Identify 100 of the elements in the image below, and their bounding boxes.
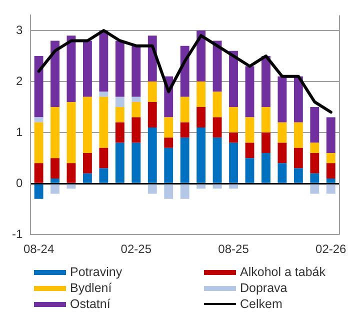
bar	[196, 82, 206, 108]
bar	[34, 122, 44, 164]
bar	[212, 184, 222, 189]
bar	[66, 102, 76, 164]
bar	[212, 138, 222, 183]
bar	[229, 142, 238, 183]
bar	[229, 107, 238, 133]
bar	[262, 56, 270, 108]
bar	[115, 107, 124, 122]
bar	[132, 96, 141, 102]
legend-label: Alkohol a tabák	[240, 265, 326, 279]
y-tick-label: 1	[16, 124, 23, 139]
bar	[148, 82, 157, 102]
bar	[196, 127, 206, 183]
bar	[180, 184, 190, 199]
bar	[50, 178, 60, 183]
bar	[212, 117, 222, 138]
bar	[99, 148, 108, 168]
bar	[148, 127, 157, 183]
bar	[278, 122, 287, 143]
bar	[132, 142, 141, 183]
bar	[115, 40, 124, 97]
bar	[132, 46, 141, 97]
legend-label: Potraviny	[70, 265, 122, 279]
bar	[262, 107, 270, 133]
y-tick-label: -1	[12, 226, 23, 241]
bar	[294, 148, 303, 168]
x-tick-label: 08-24	[23, 242, 54, 256]
bar	[326, 184, 336, 194]
bar	[196, 184, 206, 189]
bar	[326, 152, 336, 164]
bar	[310, 173, 320, 183]
x-tick-label: 02-26	[316, 242, 347, 256]
y-tick-label: 0	[16, 176, 23, 190]
bar	[164, 184, 174, 199]
bar	[115, 96, 124, 108]
bar	[245, 66, 254, 118]
bar	[294, 122, 303, 148]
x-tick-label: 08-25	[218, 242, 250, 256]
legend-label: Bydlení	[70, 281, 112, 295]
bar	[66, 163, 76, 183]
bar	[99, 96, 108, 148]
bar	[326, 178, 336, 183]
bar	[83, 152, 92, 174]
bar	[310, 142, 320, 153]
bar	[66, 36, 76, 102]
bar	[310, 107, 320, 143]
bar	[278, 142, 287, 164]
y-tick-label: 3	[16, 22, 23, 37]
bar	[50, 158, 60, 178]
bar	[229, 132, 238, 143]
bar	[229, 50, 238, 108]
legend-label: Ostatní	[70, 297, 110, 311]
bar	[278, 76, 287, 122]
bar	[212, 40, 222, 92]
bar	[50, 40, 60, 108]
bar	[83, 40, 92, 97]
bar	[132, 102, 141, 118]
bar	[245, 117, 254, 143]
bar	[34, 184, 44, 199]
legend-label: Doprava	[240, 281, 288, 295]
bar	[180, 96, 190, 122]
bar	[132, 117, 141, 143]
bar	[294, 76, 303, 122]
legend-label: Celkem	[240, 297, 282, 311]
bar	[148, 184, 157, 194]
bar	[99, 92, 108, 97]
bar	[34, 56, 44, 118]
bar	[196, 30, 206, 82]
bar	[310, 184, 320, 194]
bar	[262, 152, 270, 183]
bar	[245, 158, 254, 183]
bar	[196, 107, 206, 128]
bar	[115, 122, 124, 143]
bar	[180, 138, 190, 183]
bar	[148, 102, 157, 128]
bar	[50, 107, 60, 158]
bar	[34, 117, 44, 122]
bar	[245, 142, 254, 158]
bar	[83, 173, 92, 183]
bar	[229, 184, 238, 189]
bar	[99, 30, 108, 92]
bar	[164, 117, 174, 138]
bar	[212, 92, 222, 118]
bar	[294, 168, 303, 183]
bar	[326, 117, 336, 153]
bar	[164, 148, 174, 183]
bar	[99, 168, 108, 183]
bar	[164, 138, 174, 148]
bar	[34, 163, 44, 183]
bar	[262, 132, 270, 153]
bar	[278, 163, 287, 183]
bar	[50, 184, 60, 194]
y-tick-label: 2	[16, 74, 23, 88]
bar	[180, 122, 190, 138]
bar	[115, 142, 124, 183]
bar	[83, 96, 92, 153]
x-tick-label: 02-25	[120, 242, 152, 256]
bar	[310, 152, 320, 174]
bar	[326, 163, 336, 178]
